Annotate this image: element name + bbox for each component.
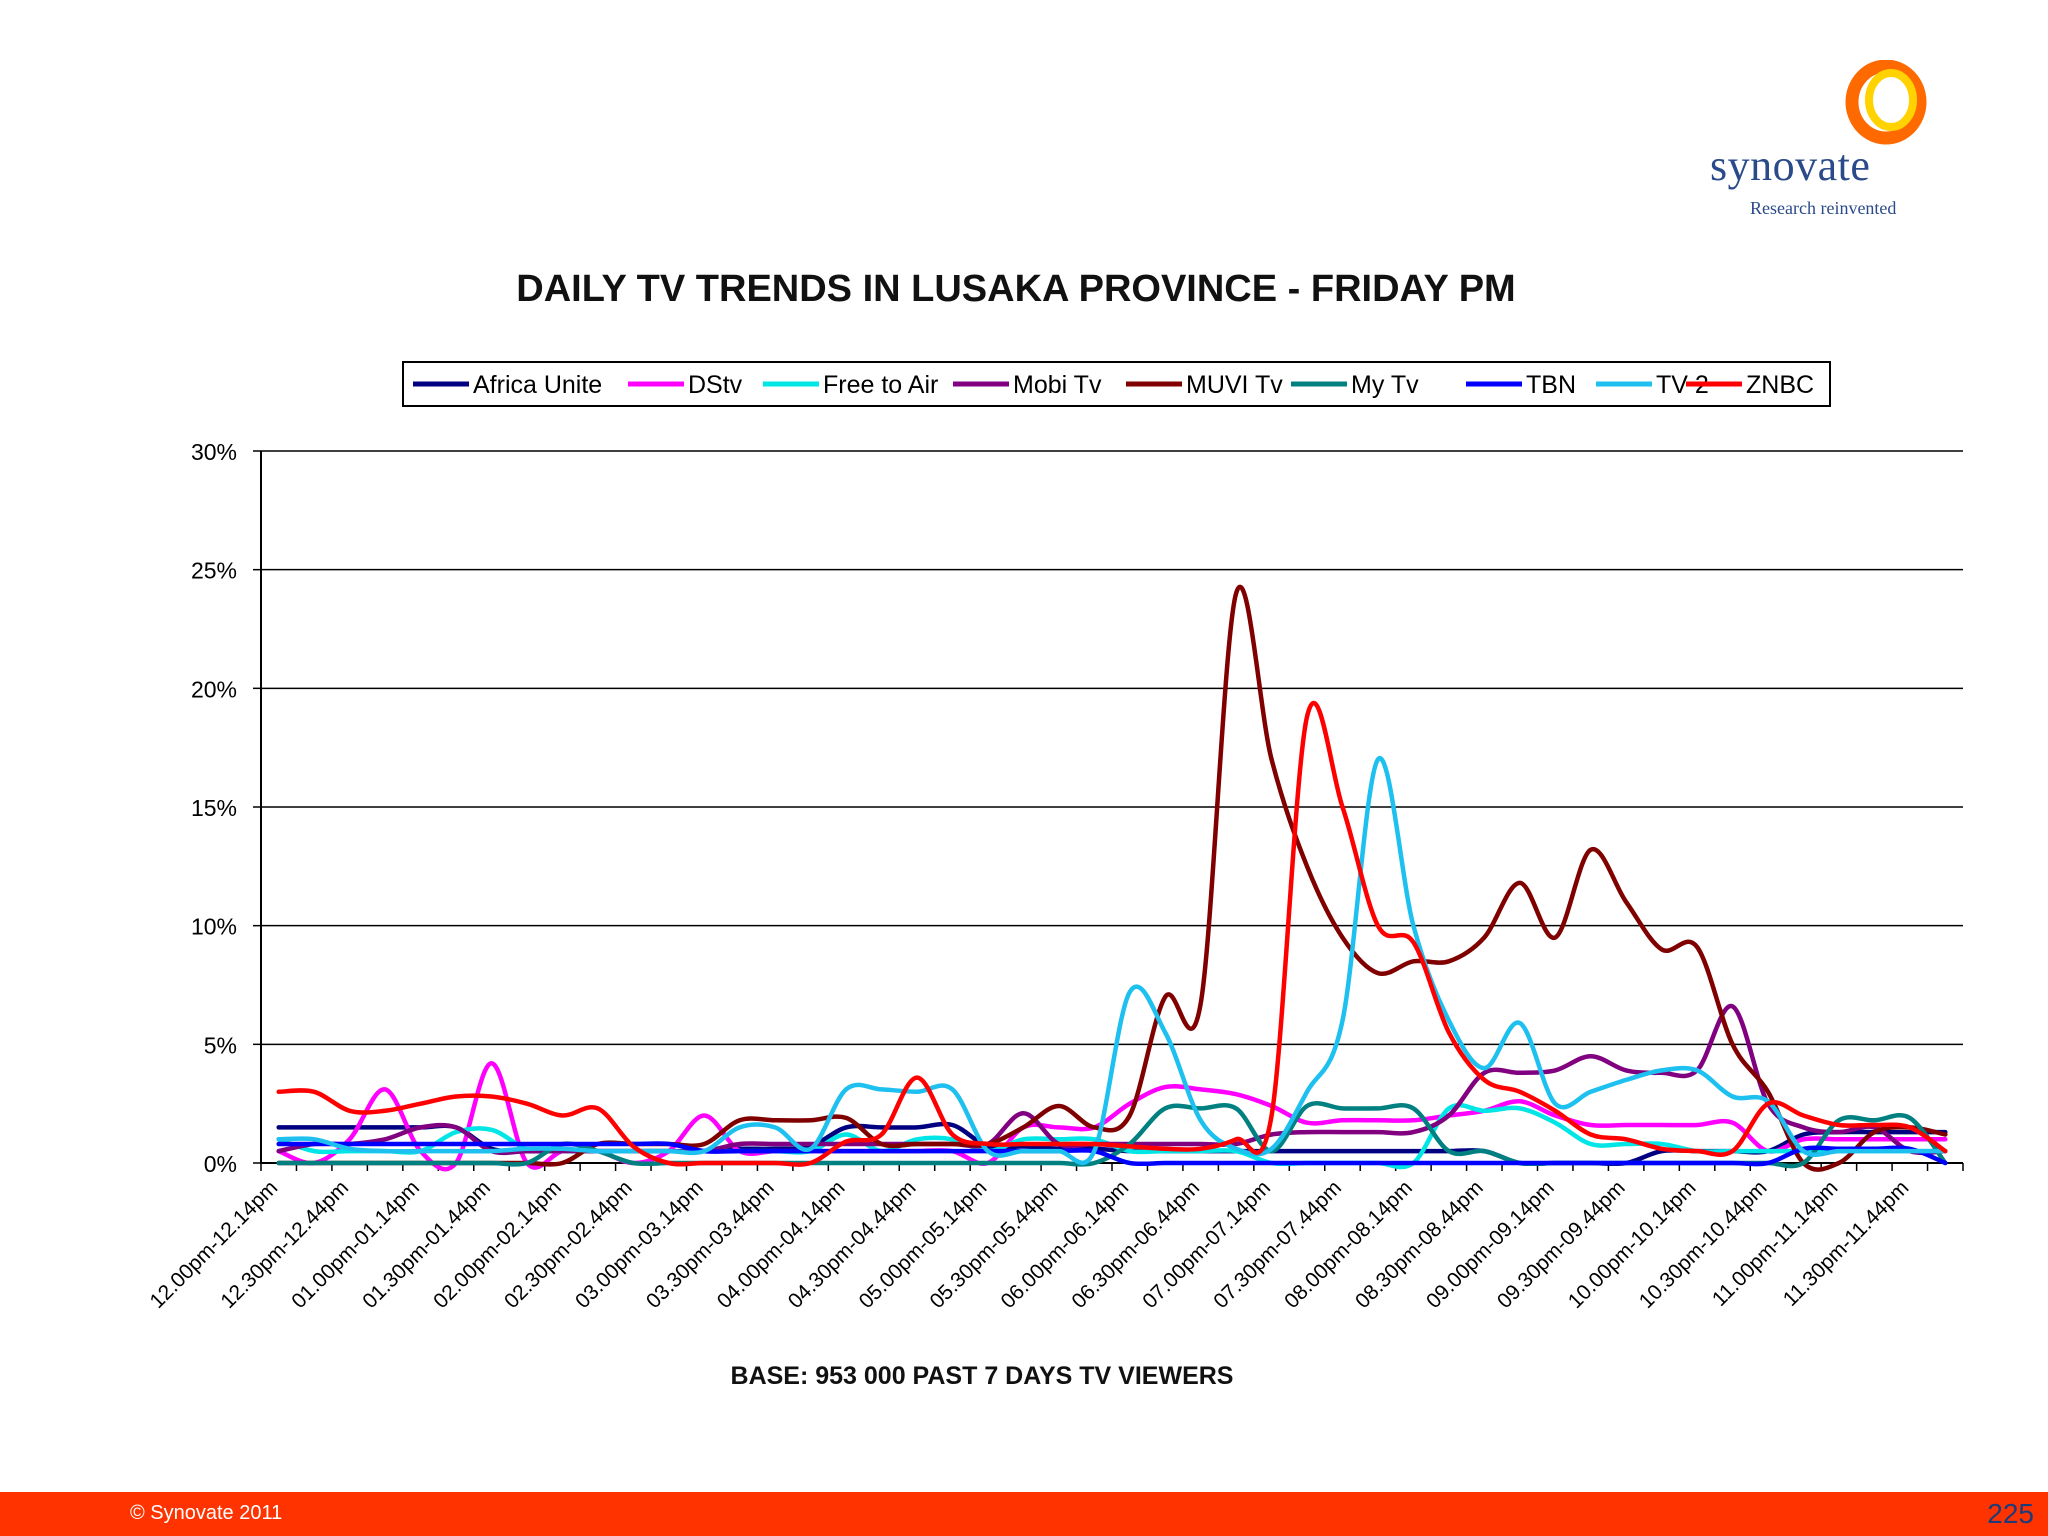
page-number: 225 [1987,1498,2034,1529]
x-tick-label: 01.00pm-01.14pm [287,1176,424,1313]
y-tick-label: 15% [191,795,237,821]
series-line-muvi-tv [276,584,1948,1172]
synovate-ring-icon [1845,60,1927,145]
legend-label-mobi-tv: Mobi Tv [1013,371,1102,399]
y-tick-label: 0% [204,1151,237,1177]
legend-label-my-tv: My Tv [1351,371,1419,399]
x-tick-label: 11.00pm-11.14pm [1708,1176,1843,1311]
legend-label-tbn: TBN [1526,371,1576,399]
synovate-logo: synovate Research reinvented [1700,60,1960,230]
x-tick-label: 09.30pm-09.44pm [1493,1176,1630,1313]
x-tick-label: 12.30pm-12.44pm [216,1176,353,1313]
y-tick-label: 5% [204,1032,237,1058]
base-note: BASE: 953 000 PAST 7 DAYS TV VIEWERS [730,1362,1234,1390]
x-tick-label: 01.30pm-01.44pm [358,1176,495,1313]
x-tick-label: 03.00pm-03.14pm [571,1176,708,1313]
x-tick-label: 03.30pm-03.44pm [642,1176,779,1313]
copyright-text: © Synovate 2011 [130,1502,283,1524]
brand-tagline: Research reinvented [1750,198,1897,218]
legend-label-znbc: ZNBC [1746,371,1814,399]
x-tick-label: 04.30pm-04.44pm [784,1176,921,1313]
x-tick-label: 07.00pm-07.14pm [1138,1176,1275,1313]
chart-title: DAILY TV TRENDS IN LUSAKA PROVINCE - FRI… [516,268,1516,310]
x-tick-label: 10.30pm-10.44pm [1635,1176,1772,1313]
legend-label-africa-unite: Africa Unite [473,371,602,399]
series-line-tbn [276,1141,1948,1167]
y-tick-label: 30% [191,439,237,465]
line-chart: 0% 5% 10% 15% 20% 25% 30% 12.00pm-12.14pm12.30p… [145,361,1964,1313]
y-tick-label: 25% [191,558,237,584]
x-tick-label: 05.30pm-05.44pm [926,1176,1063,1313]
x-tick-label: 12.00pm-12.14pm [145,1176,282,1313]
x-tick-label: 07.30pm-07.44pm [1209,1176,1346,1313]
footer-bar: © Synovate 2011 225 [0,1492,2048,1536]
y-tick-label: 10% [191,914,237,940]
series-line-znbc [276,700,1948,1167]
x-tick-label: 11.30pm-11.44pm [1779,1176,1914,1311]
x-tick-label: 08.30pm-08.44pm [1351,1176,1488,1313]
legend-label-muvi-tv: MUVI Tv [1186,371,1283,399]
series-line-tv-2 [276,756,1948,1166]
x-tick-label: 09.00pm-09.14pm [1422,1176,1559,1313]
x-tick-label: 02.30pm-02.44pm [500,1176,637,1313]
x-tick-label: 02.00pm-02.14pm [429,1176,566,1313]
legend-label-free-to-air: Free to Air [823,371,938,399]
x-tick-label: 08.00pm-08.14pm [1280,1176,1417,1313]
x-tick-label: 04.00pm-04.14pm [713,1176,850,1313]
x-tick-label: 06.00pm-06.14pm [996,1176,1133,1313]
x-tick-label: 06.30pm-06.44pm [1067,1176,1204,1313]
y-tick-label: 20% [191,676,237,702]
brand-name: synovate [1710,141,1871,190]
x-tick-label: 05.00pm-05.14pm [855,1176,992,1313]
legend-label-dstv: DStv [688,371,743,399]
x-tick-label: 10.00pm-10.14pm [1564,1176,1701,1313]
